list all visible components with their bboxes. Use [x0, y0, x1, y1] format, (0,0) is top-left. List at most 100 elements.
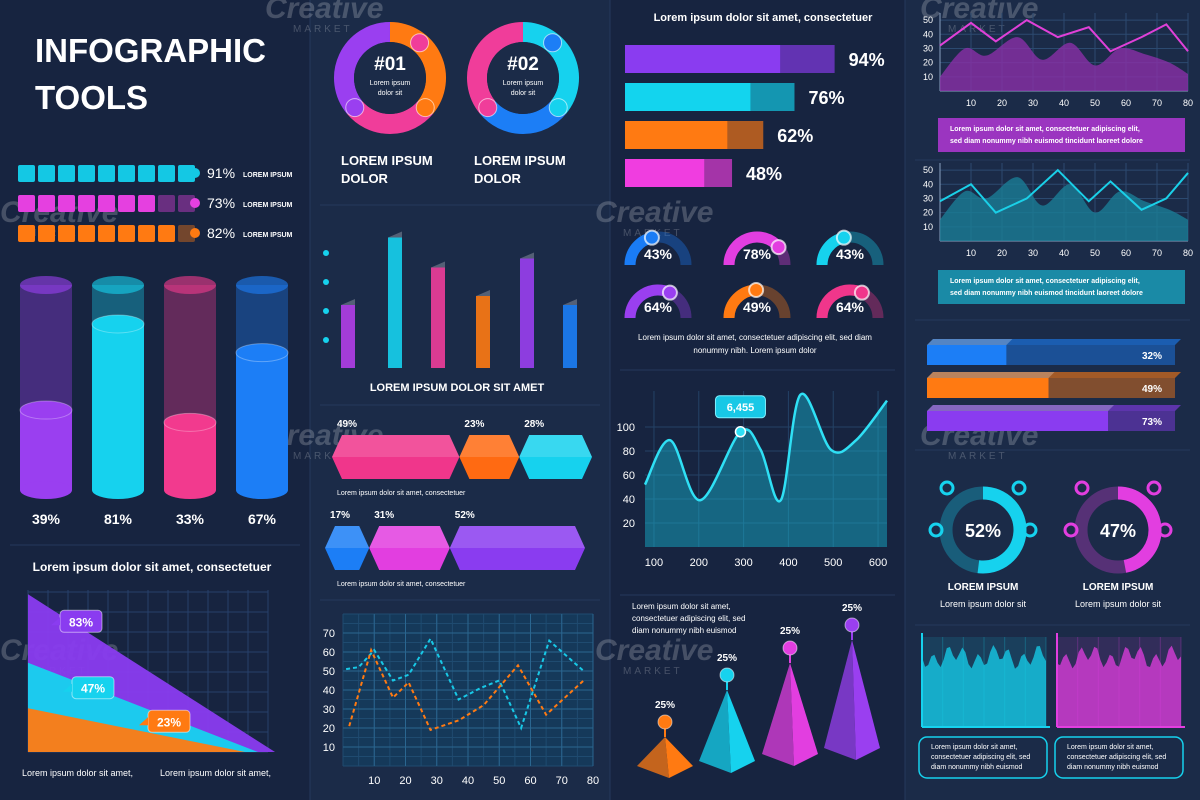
value-label: 47% [1100, 521, 1136, 541]
label: Lorem ipsum [370, 80, 411, 87]
cylinder-fill [20, 410, 72, 490]
footer: Lorem ipsum dolor sit amet, [22, 768, 133, 778]
line-series [939, 168, 1189, 214]
progress-square [138, 165, 155, 182]
value-label: 23% [464, 419, 484, 430]
axis-dot [323, 337, 329, 343]
cylinder-level [19, 400, 73, 420]
satellite [1157, 522, 1173, 538]
segment-shine [449, 526, 585, 548]
value-label: 62% [777, 126, 813, 146]
callout-pointer [51, 617, 60, 626]
column [431, 267, 445, 368]
y-tick-label: 10 [323, 742, 335, 754]
y-tick-label: 20 [623, 518, 635, 530]
gauge-knob [835, 229, 852, 246]
x-tick-label: 10 [966, 248, 976, 258]
progress-square [58, 225, 75, 242]
progress-square [158, 165, 175, 182]
x-tick-label: 10 [368, 775, 380, 787]
chart-title: Lorem ipsum dolor sit amet, consectetuer [33, 560, 272, 574]
bar-top [927, 339, 1181, 345]
x-tick-label: 40 [462, 775, 474, 787]
caption: LOREM IPSUM [948, 582, 1019, 593]
value-label: 25% [780, 626, 800, 637]
y-tick-label: 10 [923, 222, 933, 232]
column [388, 237, 402, 368]
pyramid-face [790, 663, 818, 766]
label: dolor sit [511, 90, 536, 97]
cylinder-top [20, 276, 72, 294]
cylinder-bottom [236, 481, 288, 499]
title: INFOGRAPHIC [35, 32, 266, 69]
bar [927, 378, 1049, 398]
area-line [643, 392, 888, 503]
cylinder-bottom [164, 481, 216, 499]
caption: sed diam nonummy nibh euismod tincidunt … [950, 290, 1143, 297]
progress-square [118, 195, 135, 212]
area-layer [28, 708, 245, 752]
donut-segment [480, 100, 566, 134]
segment [369, 526, 450, 570]
x-tick-label: 80 [587, 775, 599, 787]
progress-square [138, 225, 155, 242]
caption: DOLOR [341, 171, 389, 186]
caption: Lorem ipsum dolor sit amet, consectetuer [337, 581, 466, 588]
cylinder-top [236, 276, 288, 294]
y-tick-label: 30 [923, 193, 933, 203]
ring-arc [1117, 486, 1162, 573]
y-tick-label: 50 [923, 165, 933, 175]
value-label: 39% [32, 511, 61, 527]
line-series [345, 636, 585, 731]
progress-square [158, 195, 175, 212]
value-label: 23% [157, 715, 181, 729]
caption: sed diam nonummy nibh euismod tincidunt … [950, 138, 1143, 145]
segment-shine [325, 526, 370, 548]
y-tick-label: 50 [323, 666, 335, 678]
value-label: 81% [104, 511, 133, 527]
progress-square [118, 225, 135, 242]
x-tick-label: 500 [824, 557, 842, 569]
pyramid-face [727, 690, 755, 773]
pyramid-face [824, 640, 856, 760]
value-label: 49% [337, 419, 357, 430]
donut-knob [548, 98, 568, 118]
area [940, 37, 1188, 91]
x-tick-label: 50 [493, 775, 505, 787]
segment-shine [519, 435, 592, 457]
callout-label: 6,455 [727, 402, 755, 414]
callout-point [734, 426, 747, 438]
satellite [1074, 480, 1090, 496]
cylinder-top [164, 276, 216, 294]
cylinder-top [92, 276, 144, 294]
pyramid-face [852, 640, 880, 760]
caption-box [918, 736, 1048, 779]
x-tick-label: 70 [556, 775, 568, 787]
progress-square [98, 225, 115, 242]
watermark: MARKET [293, 451, 353, 462]
x-tick-label: 600 [869, 557, 887, 569]
progress-square [18, 165, 35, 182]
x-tick-label: 80 [1183, 98, 1193, 108]
x-tick-label: 30 [1028, 248, 1038, 258]
caption: LOREM IPSUM [243, 202, 293, 209]
dividers [10, 0, 1190, 800]
donut-knob [410, 33, 430, 53]
value-label: 73% [207, 195, 235, 211]
watermark: Creative [595, 196, 713, 229]
donut-number: #02 [507, 54, 539, 75]
value-label: 28% [524, 419, 544, 430]
donut-knob [478, 98, 498, 118]
cylinder-level [91, 314, 145, 334]
x-tick-label: 40 [1059, 98, 1069, 108]
y-tick-label: 100 [617, 422, 635, 434]
value-label: 52% [455, 510, 475, 521]
value-label: 49% [743, 299, 772, 315]
cylinder-fill [92, 323, 144, 490]
donut-segment [389, 22, 446, 114]
segment-shine [332, 435, 460, 457]
segment [459, 435, 520, 479]
caption: diam nonummy nibh euismod [931, 764, 1023, 771]
y-tick-label: 60 [323, 647, 335, 659]
caption: Lorem ipsum dolor sit [940, 599, 1027, 609]
